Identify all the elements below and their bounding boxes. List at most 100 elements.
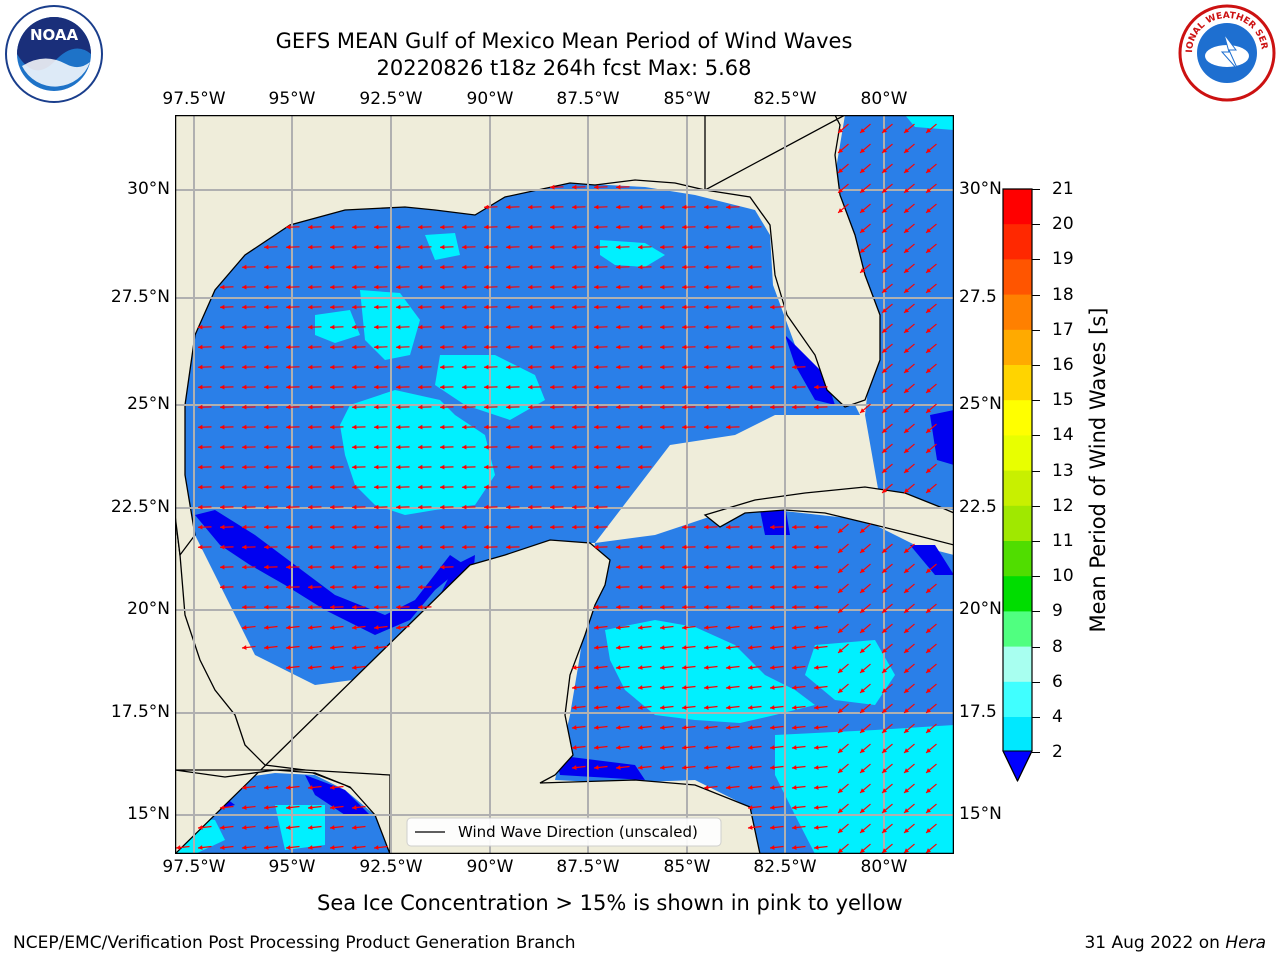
wind-wave-arrowhead <box>904 668 909 673</box>
wind-wave-arrowhead <box>704 384 709 390</box>
wind-wave-arrowhead <box>904 448 909 453</box>
wind-wave-arrowhead <box>660 665 665 670</box>
wind-wave-arrowhead <box>616 705 621 710</box>
wind-wave-arrowhead <box>374 584 379 590</box>
wind-wave-arrowhead <box>926 788 931 793</box>
wind-wave-arrowhead <box>374 504 379 510</box>
wind-wave-arrowhead <box>882 308 887 313</box>
wind-wave-arrowhead <box>308 384 313 390</box>
wind-wave-arrowhead <box>572 224 577 230</box>
wind-wave-arrowhead <box>528 304 533 310</box>
wind-wave-arrowhead <box>528 204 533 210</box>
wind-wave-arrowhead <box>748 304 753 310</box>
colorbar-tick-label: 8 <box>1052 636 1063 657</box>
wind-wave-arrowhead <box>352 364 357 370</box>
wind-wave-arrowhead <box>528 284 533 290</box>
wind-wave-arrowhead <box>550 184 555 190</box>
wind-wave-arrowhead <box>352 284 357 290</box>
wind-wave-arrowhead <box>726 645 731 650</box>
wind-wave-arrowhead <box>726 625 731 630</box>
wind-wave-arrowhead <box>396 324 401 330</box>
colorbar-tick-label: 19 <box>1052 249 1074 270</box>
wind-wave-arrowhead <box>814 544 819 550</box>
wind-wave-arrowhead <box>748 665 753 670</box>
wind-wave-arrowhead <box>594 424 599 430</box>
wind-wave-arrowhead <box>264 284 269 290</box>
wind-wave-arrowhead <box>838 828 843 833</box>
colorbar-tick-mark <box>1032 259 1040 261</box>
wind-wave-arrowhead <box>792 665 797 670</box>
wind-wave-arrowhead <box>352 645 357 650</box>
wind-wave-arrowhead <box>904 468 909 473</box>
wind-wave-arrowhead <box>616 244 621 250</box>
wind-wave-arrowhead <box>440 504 445 510</box>
wind-wave-arrowhead <box>462 364 467 370</box>
wind-wave-arrowhead <box>330 645 335 650</box>
wind-wave-arrowhead <box>904 808 909 813</box>
lon-label: 95°W <box>268 857 316 877</box>
wind-wave-arrowhead <box>308 544 313 550</box>
wind-wave-arrowhead <box>594 324 599 330</box>
wind-wave-arrowhead <box>704 765 709 770</box>
wind-wave-arrowhead <box>352 324 357 330</box>
wind-wave-arrowhead <box>660 745 665 750</box>
wind-wave-arrowhead <box>616 324 621 330</box>
wind-wave-arrowhead <box>242 264 247 270</box>
wind-wave-arrowhead <box>860 828 865 833</box>
wind-wave-arrowhead <box>616 625 621 630</box>
wind-wave-arrowhead <box>572 504 577 510</box>
wind-wave-arrowhead <box>748 725 753 730</box>
wind-wave-arrowhead <box>352 504 357 510</box>
wind-wave-arrowhead <box>242 324 247 330</box>
wind-wave-arrowhead <box>882 228 887 233</box>
wind-wave-arrowhead <box>926 328 931 333</box>
wind-wave-arrowhead <box>748 685 753 690</box>
wind-wave-arrowhead <box>264 785 269 790</box>
wind-wave-arrowhead <box>748 364 753 370</box>
wind-wave-arrowhead <box>264 584 269 590</box>
wind-wave-arrowhead <box>882 448 887 453</box>
wind-wave-arrowhead <box>838 788 843 793</box>
wind-wave-arrowhead <box>330 845 335 850</box>
wind-wave-arrowhead <box>792 745 797 750</box>
wind-wave-arrowhead <box>594 625 599 630</box>
wind-wave-arrowhead <box>264 264 269 270</box>
wind-wave-arrowhead <box>440 444 445 450</box>
colorbar-segment <box>1003 365 1032 401</box>
wind-wave-arrowhead <box>352 544 357 550</box>
wind-wave-arrowhead <box>242 364 247 370</box>
wind-wave-arrowhead <box>926 628 931 633</box>
wind-wave-arrowhead <box>308 825 313 830</box>
wind-wave-arrowhead <box>220 825 225 830</box>
wind-wave-arrowhead <box>838 208 843 213</box>
wind-wave-arrowhead <box>550 364 555 370</box>
wind-wave-arrowhead <box>308 665 313 670</box>
wind-wave-arrowhead <box>682 544 687 550</box>
wind-wave-arrowhead <box>616 484 621 490</box>
wind-wave-arrowhead <box>220 304 225 310</box>
wind-wave-arrowhead <box>330 324 335 330</box>
wind-wave-arrowhead <box>748 384 753 390</box>
wind-wave-arrowhead <box>660 584 665 590</box>
wind-wave-arrowhead <box>506 384 511 390</box>
lat-label-right: 30°N <box>959 179 1002 199</box>
wind-wave-arrowhead <box>198 404 203 410</box>
wind-wave-arrowhead <box>330 404 335 410</box>
wind-wave-arrowhead <box>198 504 203 510</box>
wind-wave-arrowhead <box>704 424 709 430</box>
wind-wave-arrowhead <box>572 484 577 490</box>
wind-wave-arrowhead <box>352 244 357 250</box>
wind-wave-arrowhead <box>550 464 555 470</box>
wind-wave-arrowhead <box>462 404 467 410</box>
wind-wave-arrowhead <box>882 248 887 253</box>
wind-wave-arrowhead <box>638 705 643 710</box>
wind-wave-arrowhead <box>748 404 753 410</box>
wind-wave-arrowhead <box>770 725 775 730</box>
wind-wave-arrowhead <box>418 344 423 350</box>
wind-wave-arrowhead <box>926 768 931 773</box>
wind-wave-arrowhead <box>770 524 775 530</box>
wind-wave-arrowhead <box>704 745 709 750</box>
wind-wave-arrowhead <box>904 368 909 373</box>
wind-wave-arrowhead <box>616 464 621 470</box>
wind-wave-arrowhead <box>638 645 643 650</box>
